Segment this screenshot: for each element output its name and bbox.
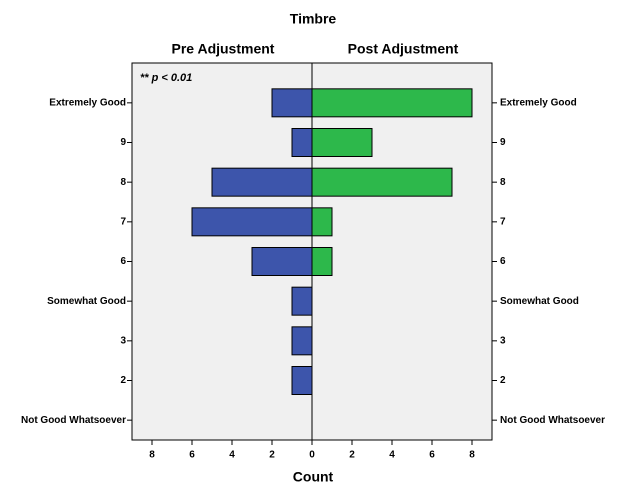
x-tick-label: 8 (469, 450, 475, 461)
bar (311, 247, 333, 276)
y-tick-label: 6 (500, 256, 506, 267)
chart-title: Timbre (290, 11, 337, 27)
y-tick-label: 3 (500, 335, 506, 346)
annotation: ** p < 0.01 (140, 72, 192, 84)
bar (311, 167, 453, 197)
y-tick-label: Extremely Good (49, 97, 126, 108)
bar (271, 88, 313, 118)
x-axis-label: Count (293, 469, 334, 485)
y-tick-label: 9 (120, 137, 126, 148)
bar (291, 128, 313, 157)
y-tick-label: 7 (500, 216, 506, 227)
bar (291, 286, 313, 316)
y-tick-label: Somewhat Good (47, 296, 126, 307)
bar (291, 326, 313, 356)
y-tick-label: 6 (120, 256, 126, 267)
x-tick-label: 0 (309, 450, 315, 461)
panel-title: Post Adjustment (348, 41, 459, 57)
x-tick-label: 4 (229, 450, 235, 461)
y-tick-label: 2 (120, 375, 126, 386)
panel-title: Pre Adjustment (172, 41, 275, 57)
x-tick-label: 8 (149, 450, 155, 461)
y-tick-label: 3 (120, 335, 126, 346)
bar (251, 247, 313, 276)
x-tick-label: 6 (429, 450, 435, 461)
bar (291, 366, 313, 395)
x-tick-label: 6 (189, 450, 195, 461)
bar (211, 167, 313, 197)
y-tick-label: Not Good Whatsoever (21, 415, 126, 426)
x-tick-label: 2 (349, 450, 355, 461)
x-tick-label: 4 (389, 450, 395, 461)
bar (191, 207, 313, 237)
y-tick-label: Extremely Good (500, 97, 577, 108)
bar (311, 128, 373, 157)
bar (311, 207, 333, 237)
y-tick-label: Not Good Whatsoever (500, 415, 605, 426)
y-tick-label: 8 (500, 177, 506, 188)
bar (311, 88, 473, 118)
y-tick-label: 8 (120, 177, 126, 188)
x-tick-label: 2 (269, 450, 275, 461)
y-tick-label: Somewhat Good (500, 296, 579, 307)
y-tick-label: 9 (500, 137, 506, 148)
y-tick-label: 7 (120, 216, 126, 227)
y-tick-label: 2 (500, 375, 506, 386)
